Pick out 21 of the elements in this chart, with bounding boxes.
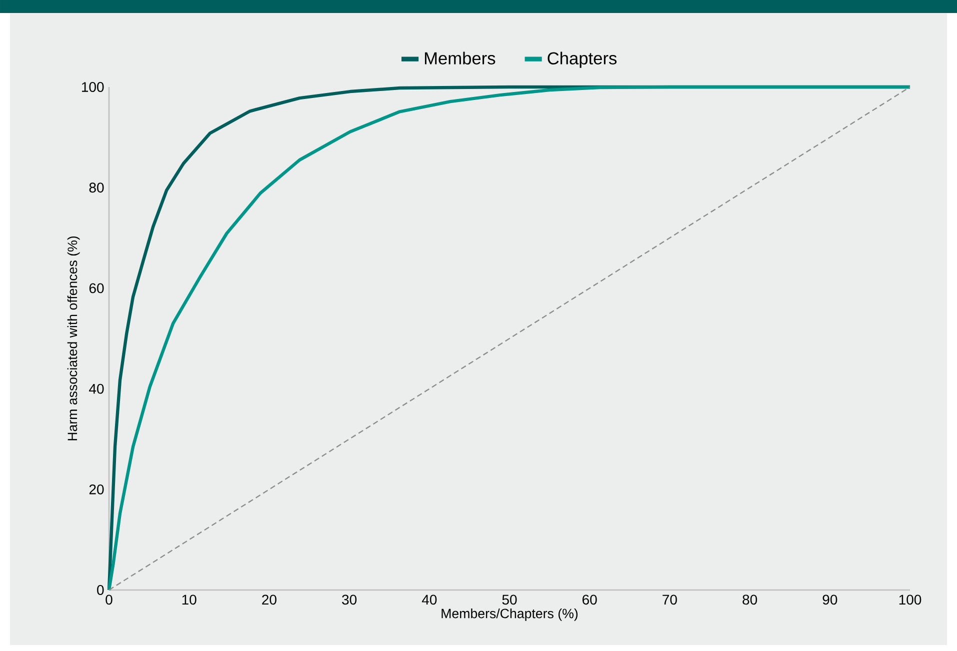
x-tick-label: 50: [502, 594, 517, 605]
y-tick-label: 20: [89, 484, 104, 494]
x-tick-label: 0: [106, 594, 112, 605]
x-tick-label: 30: [342, 594, 357, 605]
x-tick-label: 100: [899, 594, 922, 605]
x-tick-label: 90: [822, 594, 838, 605]
x-tick-label: 60: [582, 594, 597, 605]
y-tick-label: 0: [97, 585, 104, 595]
y-tick-label: 100: [82, 82, 104, 92]
y-tick-label: 40: [89, 384, 104, 394]
x-tick-label: 40: [422, 594, 437, 605]
x-tick-label: 20: [262, 594, 276, 605]
legend-label: Chapters: [548, 52, 617, 68]
y-tick-label: 80: [89, 182, 104, 193]
y-tick-label: 60: [89, 283, 104, 294]
x-tick-label: 10: [182, 594, 196, 605]
x-tick-label: 70: [662, 594, 677, 605]
x-tick-label: 80: [742, 594, 758, 605]
y-axis-title: Harm associated with offences (%): [67, 236, 80, 440]
x-axis-title: Members/Chapters (%): [442, 608, 578, 621]
legend-label: Members: [424, 52, 496, 64]
